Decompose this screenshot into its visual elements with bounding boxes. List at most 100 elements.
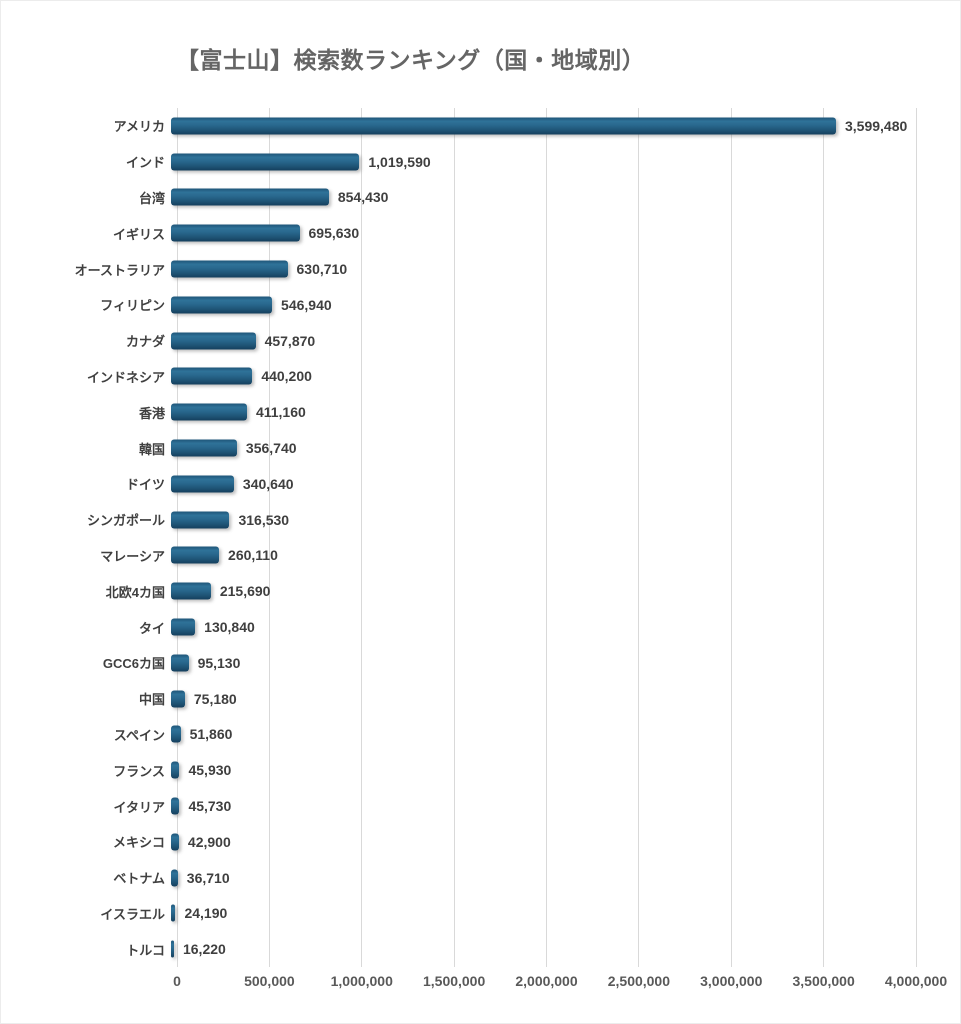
- bar-track: 630,710: [171, 251, 910, 287]
- category-label: 北欧4カ国: [105, 584, 165, 600]
- bar-rows: アメリカ 3,599,480 インド 1,019,590 台湾 854,430 …: [1, 108, 916, 967]
- x-axis: 0 500,000 1,000,000 1,500,000 2,000,000 2,500…: [173, 973, 947, 993]
- plot-area: [176, 108, 917, 967]
- bar-track: 16,220: [171, 931, 910, 967]
- category-label: オーストラリア: [74, 262, 165, 278]
- value-label: 45,730: [188, 798, 232, 815]
- value-label: 356,740: [245, 440, 297, 457]
- bar-track: 854,430: [171, 180, 910, 216]
- bar-track: 457,870: [171, 323, 910, 359]
- gridline: [546, 108, 547, 967]
- bar-row: フランス 45,930: [1, 752, 916, 788]
- bar: [171, 546, 220, 564]
- gridline: [268, 108, 270, 967]
- value-label: 440,200: [261, 368, 312, 385]
- bar-row: タイ 130,840: [1, 609, 916, 645]
- bar-row: シンガポール 316,530: [1, 502, 916, 538]
- category-label: イタリア: [113, 799, 165, 815]
- category-label: ベトナム: [113, 871, 165, 887]
- category-label: GCC6カ国: [102, 656, 165, 672]
- gridline: [361, 108, 363, 967]
- value-label: 24,190: [184, 905, 228, 922]
- bar: [171, 833, 179, 851]
- bar-row: スペイン 51,860: [1, 717, 916, 753]
- gridline: [638, 108, 640, 967]
- bar-row: ドイツ 340,640: [1, 466, 916, 502]
- bar-row: インドネシア 440,200: [1, 359, 916, 395]
- bar: [171, 904, 176, 922]
- gridline: [915, 108, 917, 967]
- bar-track: 695,630: [171, 215, 910, 251]
- bar-track: 260,110: [171, 538, 910, 574]
- bar-row: トルコ 16,220: [1, 931, 916, 967]
- bar: [171, 439, 237, 457]
- x-tick-label: 3,500,000: [792, 973, 855, 989]
- bar-track: 340,640: [171, 466, 910, 502]
- category-label: 香港: [138, 405, 165, 421]
- value-label: 51,860: [189, 726, 233, 743]
- bar-row: 香港 411,160: [1, 394, 916, 430]
- bar: [171, 367, 253, 385]
- value-label: 42,900: [187, 833, 231, 850]
- category-label: カナダ: [125, 334, 165, 350]
- category-label: フランス: [113, 763, 165, 779]
- value-label: 630,710: [296, 261, 348, 278]
- category-label: トルコ: [126, 942, 165, 958]
- bar: [171, 153, 360, 171]
- bar-track: 95,130: [171, 645, 910, 681]
- value-label: 340,640: [242, 475, 294, 492]
- bar-track: 36,710: [171, 860, 910, 896]
- bar-row: 北欧4カ国 215,690: [1, 573, 916, 609]
- bar: [171, 260, 288, 278]
- category-label: インドネシア: [86, 369, 165, 385]
- category-label: イスラエル: [100, 906, 165, 922]
- value-label: 260,110: [228, 547, 278, 564]
- category-label: ドイツ: [125, 477, 165, 493]
- bar-track: 546,940: [171, 287, 910, 323]
- bar-track: 1,019,590: [171, 144, 910, 180]
- bar: [171, 224, 300, 242]
- chart-title: 【富士山】検索数ランキング（国・地域別）: [176, 47, 646, 73]
- bar-track: 215,690: [171, 573, 910, 609]
- bar-track: 356,740: [171, 430, 910, 466]
- category-label: 韓国: [138, 441, 165, 457]
- bar-row: オーストラリア 630,710: [1, 251, 916, 287]
- category-label: タイ: [138, 620, 165, 636]
- bar: [171, 797, 180, 815]
- category-label: 台湾: [138, 190, 165, 206]
- bar-row: GCC6カ国 95,130: [1, 645, 916, 681]
- value-label: 36,710: [186, 869, 230, 886]
- x-tick-label: 4,000,000: [884, 973, 948, 989]
- value-label: 3,599,480: [845, 117, 908, 134]
- bar-track: 3,599,480: [171, 108, 910, 144]
- value-label: 130,840: [204, 619, 255, 636]
- bar: [171, 582, 211, 600]
- bar-row: ベトナム 36,710: [1, 860, 916, 896]
- bar: [171, 654, 189, 672]
- bar-track: 24,190: [171, 896, 910, 932]
- bar: [171, 117, 836, 135]
- bar-track: 75,180: [171, 681, 910, 717]
- x-tick-label: 2,500,000: [607, 973, 671, 989]
- bar: [171, 690, 185, 708]
- category-label: アメリカ: [113, 119, 165, 135]
- gridline: [823, 108, 825, 967]
- value-label: 75,180: [193, 690, 237, 707]
- value-label: 215,690: [219, 583, 271, 600]
- bar-track: 130,840: [171, 609, 910, 645]
- category-label: 中国: [138, 692, 165, 708]
- bar-row: イスラエル 24,190: [1, 896, 916, 932]
- bar-row: マレーシア 260,110: [1, 538, 916, 574]
- bar-track: 411,160: [171, 394, 910, 430]
- value-label: 316,530: [238, 511, 290, 528]
- bar-track: 42,900: [171, 824, 910, 860]
- gridline: [730, 108, 732, 967]
- bar-row: メキシコ 42,900: [1, 824, 916, 860]
- value-label: 546,940: [281, 296, 332, 313]
- bar-track: 45,730: [171, 788, 910, 824]
- bar: [171, 940, 174, 958]
- value-label: 854,430: [337, 189, 389, 206]
- bar-track: 316,530: [171, 502, 910, 538]
- category-label: スペイン: [113, 727, 165, 743]
